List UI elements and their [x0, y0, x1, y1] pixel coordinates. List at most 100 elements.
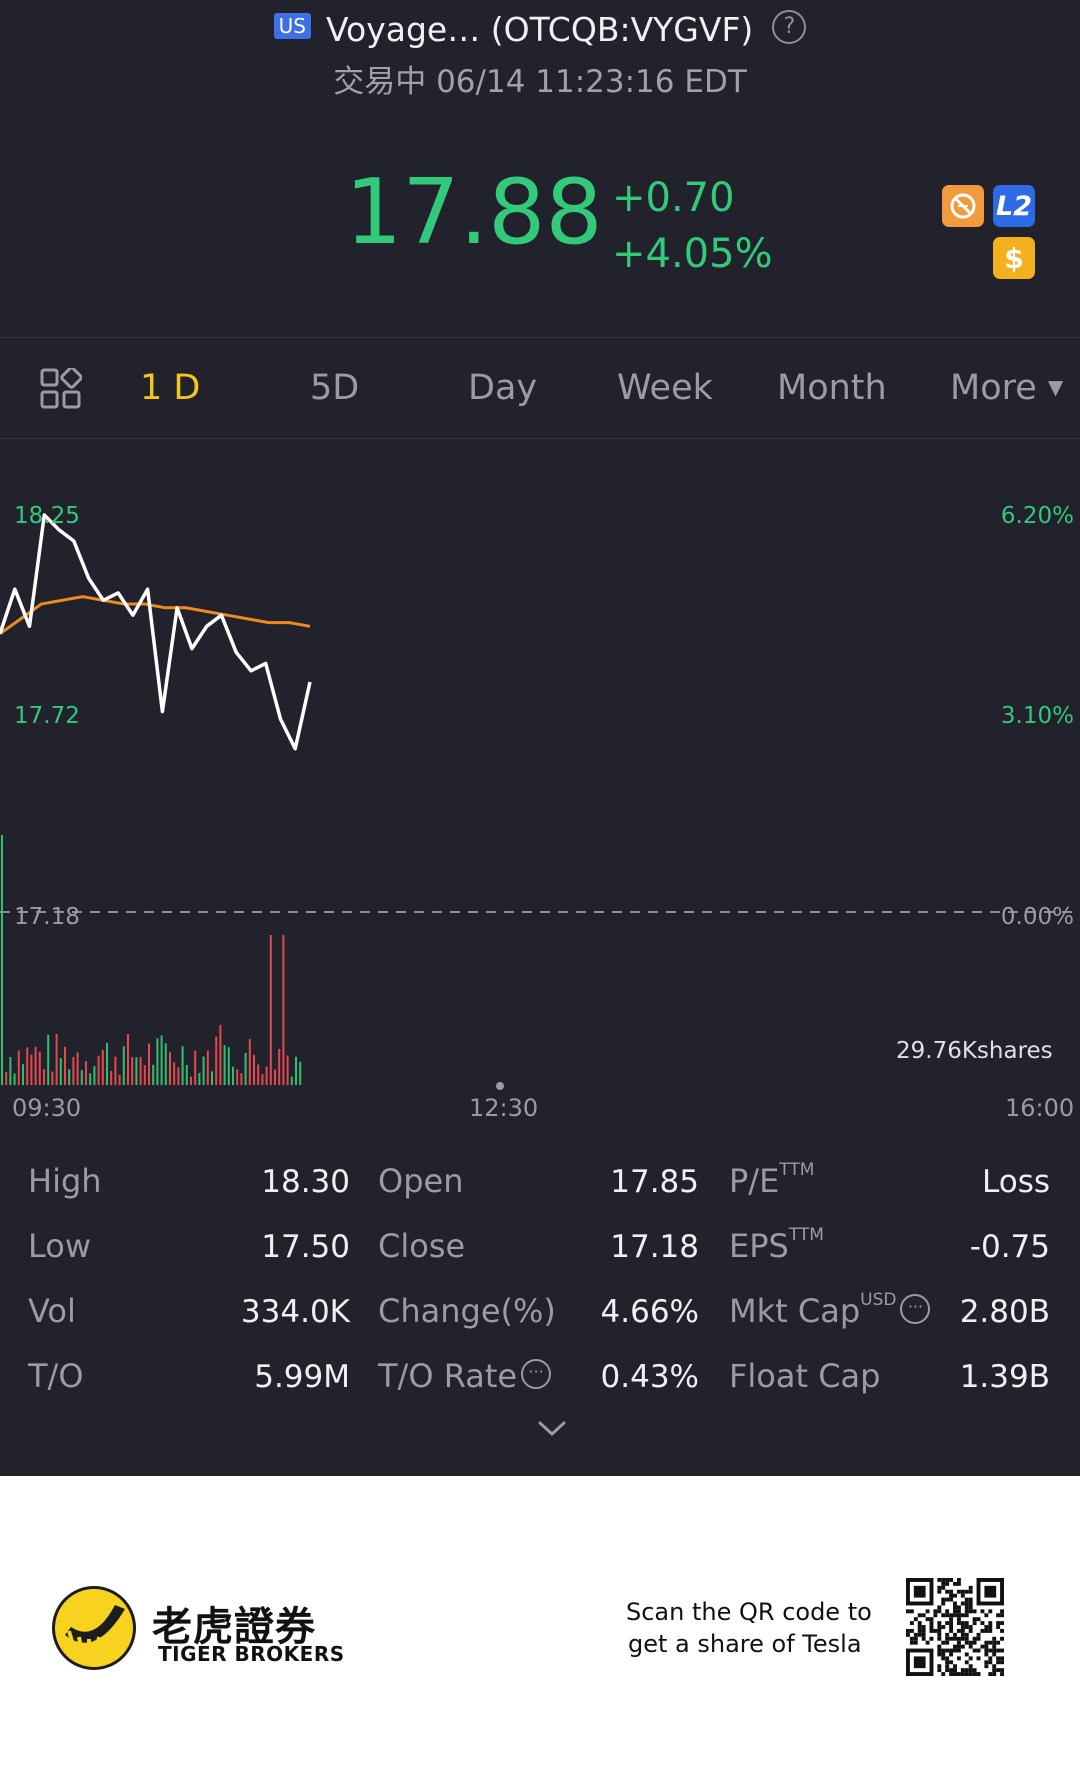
volume-bar	[13, 1073, 16, 1085]
volume-bar	[282, 935, 285, 1085]
volume-bar	[43, 1069, 45, 1085]
title-row: US Voyage… (OTCQB:VYGVF) ?	[0, 9, 1080, 54]
volume-bar	[278, 1048, 281, 1085]
stat-pe-text: P/E	[729, 1162, 780, 1200]
volume-bar	[118, 1074, 121, 1085]
tab-more[interactable]: More ▼	[950, 368, 1063, 408]
tab-month[interactable]: Month	[777, 368, 887, 408]
volume-bar	[269, 935, 272, 1085]
stat-open-label: Open	[378, 1162, 464, 1200]
volume-bar	[68, 1069, 71, 1085]
volume-bar	[114, 1056, 117, 1085]
dropdown-arrow-icon: ▼	[1047, 375, 1064, 399]
level2-badge[interactable]: L2	[993, 185, 1035, 227]
stat-vol-label: Vol	[28, 1292, 76, 1330]
tab-5d[interactable]: 5D	[310, 368, 360, 408]
layout-grid-icon[interactable]	[40, 368, 82, 410]
stat-floatcap-label: Float Cap	[729, 1357, 881, 1395]
volume-bar	[219, 1025, 222, 1085]
share-footer: 老虎證券 TIGER BROKERS Scan the QR code to g…	[0, 1476, 1080, 1779]
qr-caption-line2: get a share of Tesla	[628, 1630, 862, 1658]
stat-torate-value: 0.43%	[600, 1359, 699, 1395]
y-left-top: 18.25	[14, 503, 80, 529]
volume-bar	[248, 1039, 251, 1085]
volume-bar	[202, 1056, 205, 1085]
help-icon[interactable]: ?	[772, 9, 807, 44]
stat-to-label: T/O	[28, 1357, 84, 1395]
market-badge: US	[273, 12, 311, 39]
volume-bar	[97, 1055, 100, 1085]
volume-bar	[93, 1066, 96, 1085]
volume-bar	[274, 1069, 276, 1085]
volume-bar	[9, 1057, 12, 1085]
volume-bar	[177, 1067, 180, 1085]
volume-bar	[223, 1045, 226, 1085]
price-line	[0, 513, 312, 751]
volume-bar	[240, 1073, 243, 1085]
x-tick-close: 16:00	[1005, 1094, 1075, 1122]
volume-max-label: 29.76Kshares	[896, 1038, 1053, 1064]
tab-day[interactable]: Day	[468, 368, 538, 408]
volume-bar	[198, 1072, 201, 1085]
stat-floatcap-value: 1.39B	[959, 1359, 1050, 1395]
volume-bar	[253, 1054, 255, 1085]
volume-bar	[236, 1069, 239, 1085]
volume-bar	[169, 1052, 171, 1085]
y-right-mid: 3.10%	[1000, 703, 1074, 729]
stat-low-value: 17.50	[261, 1229, 350, 1265]
volume-bar	[261, 1074, 264, 1085]
brand-name-cn: 老虎證券	[152, 1604, 316, 1650]
volume-bar	[17, 1050, 20, 1085]
halt-icon[interactable]	[942, 185, 984, 227]
volume-bar	[5, 1071, 8, 1085]
volume-bar	[164, 1043, 167, 1085]
y-right-top: 6.20%	[1000, 503, 1074, 529]
dollar-badge[interactable]: $	[993, 237, 1035, 279]
stat-mktcap-label: Mkt CapUSD ···	[729, 1290, 931, 1330]
volume-bar	[22, 1064, 24, 1085]
stat-pe-label: P/ETTM	[729, 1160, 815, 1200]
volume-bar	[257, 1064, 260, 1085]
stat-to-value: 5.99M	[254, 1359, 350, 1395]
volume-bar	[59, 1058, 62, 1085]
stat-eps-value: -0.75	[969, 1229, 1050, 1265]
volume-bar	[127, 1034, 129, 1085]
volume-bar	[64, 1046, 66, 1085]
more-info-icon[interactable]: ···	[900, 1294, 931, 1324]
last-price: 17.88	[345, 160, 603, 265]
volume-bar	[299, 1061, 302, 1085]
volume-bar	[286, 1055, 289, 1085]
more-info-icon[interactable]: ···	[521, 1359, 552, 1389]
volume-bar	[1, 835, 3, 1085]
volume-bar	[80, 1070, 83, 1085]
volume-bar	[110, 1070, 113, 1085]
qr-code-icon[interactable]	[906, 1578, 1004, 1676]
volume-bars	[1, 835, 302, 1085]
stat-eps-text: EPS	[729, 1227, 789, 1265]
stat-low-label: Low	[28, 1227, 92, 1265]
brand-name-en: TIGER BROKERS	[158, 1642, 345, 1666]
volume-bar	[160, 1035, 163, 1085]
tab-1d[interactable]: 1 D	[140, 368, 201, 408]
stock-title: Voyage… (OTCQB:VYGVF)	[326, 10, 754, 49]
y-right-bottom: 0.00%	[1000, 904, 1074, 930]
volume-bar	[72, 1056, 75, 1085]
intraday-chart[interactable]	[0, 440, 1080, 1100]
stat-torate-label: T/O Rate ···	[378, 1357, 552, 1395]
stat-pe-sup: TTM	[779, 1160, 815, 1180]
volume-bar	[290, 1076, 293, 1085]
chevron-down-icon[interactable]	[537, 1420, 567, 1438]
stat-eps-label: EPSTTM	[729, 1225, 824, 1265]
price-change-percent: +4.05%	[612, 231, 773, 277]
volume-bar	[244, 1052, 247, 1085]
stat-close-label: Close	[378, 1227, 466, 1265]
stat-mktcap-text: Mkt Cap	[729, 1292, 861, 1330]
tiger-logo-icon	[52, 1586, 136, 1670]
volume-bar	[181, 1046, 184, 1085]
tab-week[interactable]: Week	[617, 368, 713, 408]
volume-bar	[101, 1049, 104, 1085]
volume-bar	[122, 1046, 125, 1085]
volume-bar	[173, 1062, 176, 1085]
stat-pe-value: Loss	[982, 1164, 1050, 1200]
stat-mktcap-sup: USD	[860, 1290, 897, 1310]
